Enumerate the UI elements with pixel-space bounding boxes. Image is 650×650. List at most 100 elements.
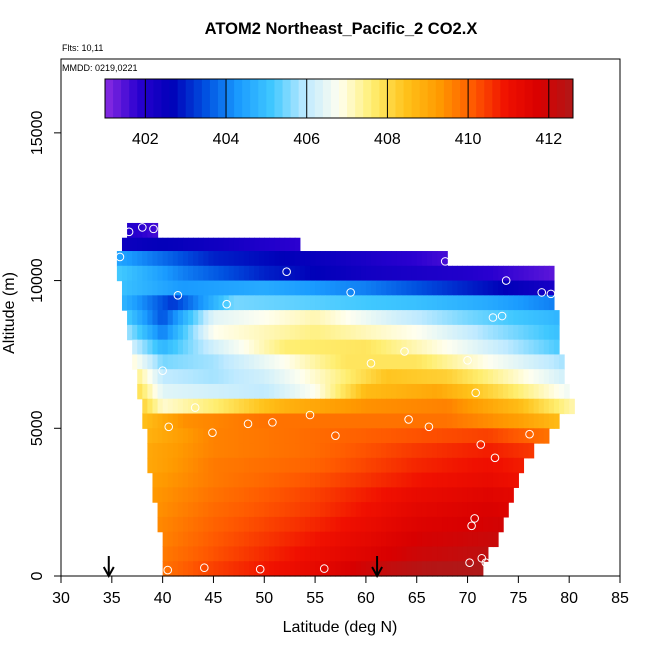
field-cell [274,457,281,474]
field-cell [259,443,265,459]
field-cell [147,310,154,326]
field-cell [289,502,296,518]
field-cell [462,369,469,385]
field-cell [391,310,397,326]
field-cell [437,487,443,503]
field-cell [350,280,357,296]
field-cell [370,310,377,326]
field-cell [243,324,250,341]
colorbar-segment [411,79,421,118]
field-cell [203,428,209,444]
field-cell [243,280,250,296]
field-cell [147,237,154,254]
field-cell [223,457,230,474]
field-cell [259,502,265,518]
field-cell [482,457,489,474]
field-cell [452,457,458,474]
field-cell [482,398,489,415]
field-cell [381,561,387,577]
field-cell [528,354,535,370]
field-cell [264,428,270,444]
field-cell [498,457,504,474]
field-cell [162,265,169,282]
field-cell [350,354,357,370]
field-cell [487,457,494,474]
field-cell [304,472,311,488]
field-cell [406,310,413,326]
observation-point [319,564,329,573]
colorbar-tick-label: 412 [535,131,562,148]
field-cell [355,383,362,400]
field-cell [442,561,448,577]
field-cell [477,561,484,577]
field-cell [289,546,296,562]
field-cell [304,295,311,311]
field-cell [381,251,387,267]
observation-point [208,428,217,438]
field-cell [259,428,265,444]
field-cell [503,398,509,415]
field-cell [208,280,215,296]
field-cell [345,516,352,533]
field-cell [243,531,250,548]
field-cell [269,324,276,341]
field-cell [442,265,448,282]
field-cell [462,324,469,341]
field-cell [426,369,433,385]
field-cell [431,295,438,311]
field-cell [355,324,362,341]
field-cell [457,398,464,415]
field-cell [249,546,255,562]
field-cell [365,457,372,474]
y-tick-label: 10000 [29,258,46,303]
field-cell [345,428,352,444]
field-cell [487,443,494,459]
field-cell [345,531,352,548]
field-cell [477,383,484,400]
field-cell [162,546,169,562]
field-cell [137,295,143,311]
field-cell [431,280,438,296]
field-cell [472,310,479,326]
field-cell [304,561,311,577]
field-cell [508,457,514,474]
field-cell [193,383,199,400]
field-cell [238,502,245,518]
field-cell [381,310,387,326]
field-cell [142,280,148,296]
field-cell [340,369,347,385]
field-cell [386,383,392,400]
field-cell [259,383,265,400]
field-cell [381,443,387,459]
field-cell [259,487,265,503]
field-cell [162,295,169,311]
field-cell [376,354,382,370]
field-cell [193,339,199,356]
field-cell [259,324,265,341]
field-cell [233,457,240,474]
field-cell [447,546,453,562]
field-cell [264,472,270,488]
field-cell [315,443,321,459]
field-cell [121,280,128,296]
field-cell [426,324,433,341]
field-cell [325,443,331,459]
field-cell [152,457,159,474]
field-cell [391,428,397,444]
field-cell [431,310,438,326]
field-cell [233,413,240,429]
field-cell [437,280,443,296]
field-cell [315,251,321,267]
field-cell [406,324,413,341]
field-cell [386,324,392,341]
field-cell [492,383,499,400]
field-cell [238,324,245,341]
field-cell [279,457,286,474]
field-cell [162,251,169,267]
field-cell [548,369,555,385]
field-cell [447,354,453,370]
field-cell [223,487,230,503]
field-cell [274,398,281,415]
field-cell [284,295,291,311]
field-cell [208,339,215,356]
